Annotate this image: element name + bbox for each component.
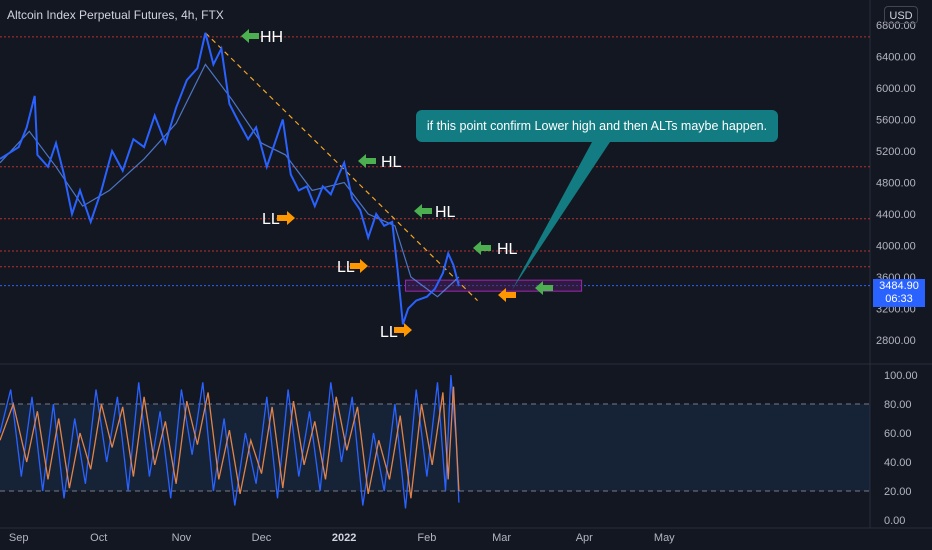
price-tick-label: 6000.00: [876, 83, 916, 95]
stoch-tick-label: 20.00: [884, 486, 912, 498]
stoch-tick-label: 0.00: [884, 515, 905, 527]
annotation-label: HL: [497, 241, 518, 258]
price-line: [0, 32, 460, 325]
time-tick-label: 2022: [332, 532, 356, 544]
stoch-d-line: [0, 386, 460, 499]
green-arrow-icon: [414, 204, 432, 218]
stoch-k-line: [0, 374, 460, 509]
green-arrow-icon: [358, 154, 376, 168]
time-tick-label: Mar: [492, 532, 511, 544]
time-tick-label: Sep: [9, 532, 29, 544]
time-tick-label: Apr: [576, 532, 593, 544]
time-tick-label: Feb: [417, 532, 436, 544]
chart-title: Altcoin Index Perpetual Futures, 4h, FTX: [7, 8, 224, 22]
price-tick-label: 4800.00: [876, 178, 916, 190]
annotation-label: LL: [262, 211, 280, 228]
stoch-tick-label: 60.00: [884, 428, 912, 440]
green-arrow-icon: [473, 241, 491, 255]
moving-average-line: [0, 63, 460, 298]
annotation-label: HH: [260, 29, 283, 46]
callout-pointer: [512, 142, 610, 290]
annotation-label: LL: [337, 259, 355, 276]
green-arrow-icon: [535, 281, 553, 295]
support-zone: [405, 279, 583, 292]
price-tick-label: 5600.00: [876, 115, 916, 127]
stoch-tick-label: 80.00: [884, 399, 912, 411]
orange-arrow-icon: [498, 288, 516, 302]
last-price-value: 3484.90: [879, 280, 919, 292]
annotation-label: LL: [380, 324, 398, 341]
price-tick-label: 4400.00: [876, 209, 916, 221]
stoch-tick-label: 40.00: [884, 457, 912, 469]
price-tick-label: 4000.00: [876, 241, 916, 253]
price-tick-label: 2800.00: [876, 335, 916, 347]
orange-arrow-icon: [394, 323, 412, 337]
currency-button[interactable]: USD: [884, 6, 918, 24]
time-tick-label: Oct: [90, 532, 107, 544]
price-tick-label: 6400.00: [876, 52, 916, 64]
countdown-timer: 06:33: [885, 293, 913, 305]
orange-arrow-icon: [277, 211, 295, 225]
time-tick-label: Dec: [252, 532, 272, 544]
orange-arrow-icon: [350, 259, 368, 273]
green-arrow-icon: [241, 29, 259, 43]
stoch-tick-label: 100.00: [884, 370, 918, 382]
annotation-label: HL: [435, 204, 456, 221]
time-tick-label: Nov: [172, 532, 192, 544]
annotation-label: HL: [381, 154, 402, 171]
time-tick-label: May: [654, 532, 675, 544]
last-price-tag: 3484.90 06:33: [873, 279, 925, 307]
callout-note[interactable]: if this point confirm Lower high and the…: [416, 110, 778, 142]
price-tick-label: 5200.00: [876, 146, 916, 158]
